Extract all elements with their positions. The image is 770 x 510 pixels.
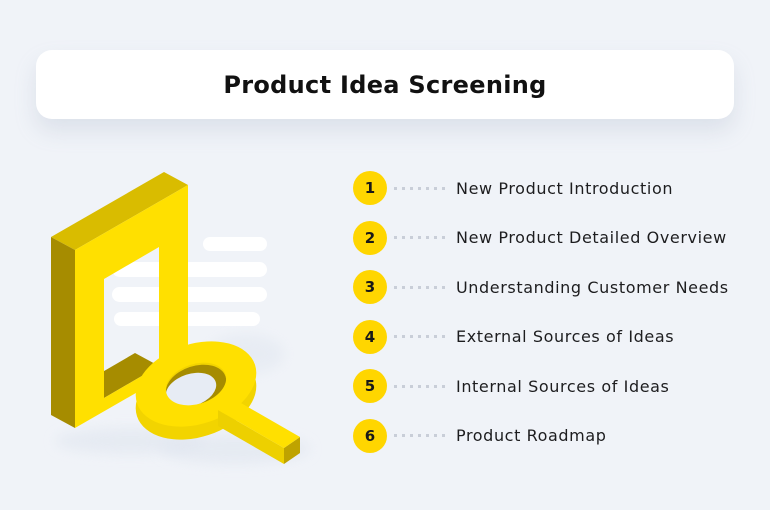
- text-bar: [203, 237, 267, 251]
- step-number-badge: 2: [353, 220, 387, 255]
- list-item: 1 New Product Introduction: [353, 171, 729, 205]
- dotted-connector: [394, 434, 446, 437]
- list-item: 6 Product Roadmap: [353, 418, 729, 453]
- step-label: External Sources of Ideas: [456, 327, 675, 346]
- magnifier-glass: [165, 372, 217, 408]
- step-label: Internal Sources of Ideas: [456, 376, 670, 396]
- step-number-badge: 3: [353, 270, 387, 304]
- list-item: 2 New Product Detailed Overview: [353, 220, 729, 255]
- step-label: Product Roadmap: [456, 426, 607, 445]
- list-item: 3 Understanding Customer Needs: [353, 270, 729, 304]
- page-title: Product Idea Screening: [223, 70, 547, 99]
- magnifier-handle-cap: [284, 437, 300, 464]
- step-number-badge: 6: [353, 418, 387, 453]
- step-label: New Product Introduction: [456, 178, 674, 198]
- frame-left-face: [51, 237, 75, 428]
- text-bar: [112, 262, 267, 277]
- step-number-badge: 1: [353, 171, 387, 205]
- list-item: 5 Internal Sources of Ideas: [353, 369, 729, 403]
- dotted-connector: [394, 285, 446, 289]
- screening-list: 1 New Product Introduction 2 New Product De…: [353, 171, 729, 468]
- text-bar: [112, 287, 267, 302]
- title-card: Product Idea Screening: [36, 50, 734, 119]
- list-item: 4 External Sources of Ideas: [353, 319, 729, 354]
- dotted-connector: [394, 384, 446, 388]
- frame-top-face: [51, 172, 188, 250]
- dotted-connector: [394, 236, 446, 239]
- dotted-connector: [394, 186, 446, 190]
- dotted-connector: [394, 335, 446, 338]
- magnifier-handle-side: [218, 410, 284, 464]
- step-number-badge: 4: [353, 319, 387, 354]
- step-label: Understanding Customer Needs: [456, 277, 729, 297]
- magnifier-handle-top: [218, 399, 300, 448]
- step-label: New Product Detailed Overview: [456, 228, 727, 247]
- step-number-badge: 5: [353, 369, 387, 403]
